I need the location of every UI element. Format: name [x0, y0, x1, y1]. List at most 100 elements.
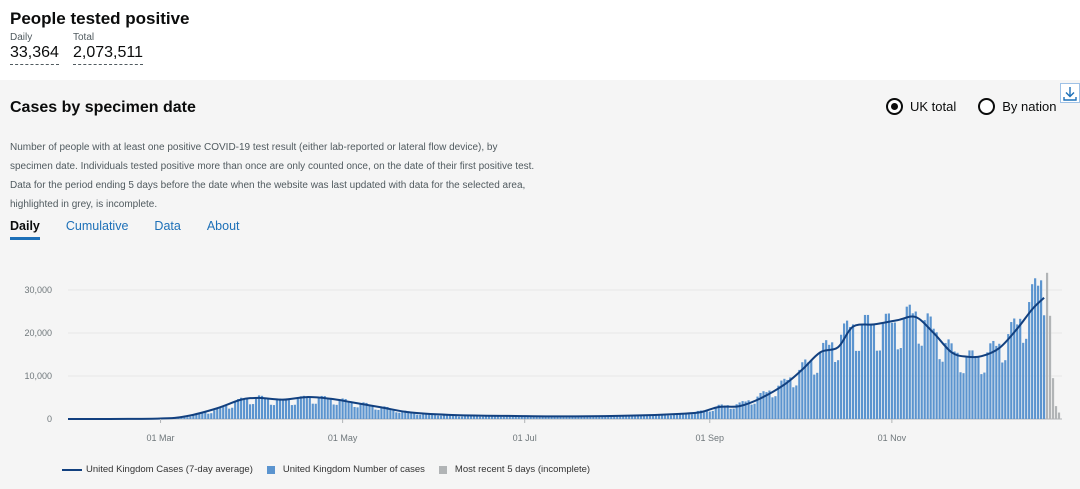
- daily-cases-bar: [338, 399, 341, 419]
- x-tick-label: 01 Mar: [147, 433, 175, 443]
- x-tick-label: 01 Jul: [513, 433, 537, 443]
- daily-cases-bar: [625, 416, 628, 419]
- bar-series: [69, 278, 1046, 419]
- daily-cases-bar: [553, 415, 556, 419]
- daily-cases-bar: [750, 404, 753, 419]
- daily-cases-bar: [362, 402, 365, 419]
- daily-cases-bar: [616, 415, 619, 419]
- tab-about[interactable]: About: [206, 219, 240, 233]
- daily-cases-bar: [278, 398, 282, 419]
- daily-cases-bar: [968, 350, 971, 419]
- incomplete-bar: [1045, 272, 1049, 419]
- radio-selected-icon[interactable]: [886, 98, 903, 115]
- y-tick-label: 30,000: [24, 285, 52, 295]
- daily-cases-bar: [726, 405, 729, 419]
- daily-cases-bar: [356, 407, 359, 419]
- tab-data[interactable]: Data: [154, 219, 181, 233]
- daily-cases-bar: [899, 348, 902, 419]
- daily-cases-bar: [801, 362, 804, 419]
- daily-cases-bar: [231, 407, 234, 419]
- daily-cases-bar: [851, 324, 855, 419]
- daily-cases-bar: [502, 416, 505, 419]
- daily-cases-bar: [956, 352, 959, 419]
- daily-cases-bar: [1013, 318, 1016, 419]
- daily-cases-bar: [666, 415, 670, 419]
- daily-cases-bar: [407, 411, 410, 419]
- daily-cases-bar: [186, 417, 189, 419]
- daily-cases-bar: [251, 404, 255, 419]
- daily-cases-bar: [547, 416, 550, 419]
- daily-cases-bar: [314, 403, 317, 419]
- daily-cases-bar: [577, 416, 580, 419]
- daily-cases-bar: [986, 352, 989, 419]
- daily-cases-bar: [696, 410, 699, 419]
- daily-cases-bar: [923, 320, 926, 419]
- x-tick-label: 01 Nov: [878, 433, 907, 443]
- daily-cases-bar: [183, 416, 186, 419]
- daily-cases-bar: [828, 344, 831, 419]
- daily-cases-bar: [962, 373, 965, 419]
- legend-label-incomplete: Most recent 5 days (incomplete): [454, 464, 591, 475]
- daily-value[interactable]: 33,364: [10, 44, 59, 65]
- radio-nation-label: By nation: [1002, 99, 1057, 114]
- daily-cases-bar: [305, 397, 308, 419]
- daily-cases-bar: [189, 416, 192, 419]
- daily-cases-bar: [1007, 334, 1010, 419]
- tab-daily[interactable]: Daily: [10, 219, 40, 240]
- radio-by-nation[interactable]: By nation: [978, 98, 1056, 115]
- daily-cases-bar: [451, 415, 455, 419]
- daily-label: Daily: [10, 32, 33, 43]
- daily-cases-bar: [431, 413, 434, 419]
- daily-cases-bar: [246, 398, 249, 419]
- daily-cases-bar: [269, 404, 273, 419]
- daily-cases-bar: [443, 414, 446, 419]
- daily-cases-bar: [398, 412, 401, 419]
- daily-cases-bar: [266, 398, 270, 419]
- daily-cases-bar: [780, 380, 783, 419]
- daily-cases-bar: [914, 311, 917, 419]
- daily-cases-bar: [672, 414, 676, 419]
- daily-cases-bar: [1040, 280, 1043, 419]
- daily-cases-bar: [860, 324, 864, 419]
- daily-cases-bar: [514, 415, 517, 419]
- daily-cases-bar: [287, 400, 290, 419]
- daily-cases-bar: [532, 415, 535, 419]
- daily-cases-bar: [296, 398, 299, 419]
- daily-cases-bar: [589, 416, 592, 419]
- daily-cases-bar: [466, 415, 470, 419]
- daily-cases-bar: [323, 396, 326, 419]
- daily-cases-bar: [771, 397, 774, 419]
- daily-cases-bar: [998, 343, 1001, 419]
- daily-cases-bar: [1001, 362, 1004, 419]
- daily-cases-bar: [884, 313, 887, 419]
- daily-cases-bar: [204, 412, 207, 419]
- headline-title: People tested positive: [10, 9, 190, 28]
- daily-cases-bar: [947, 339, 950, 419]
- daily-cases-bar: [699, 410, 702, 419]
- daily-cases-bar: [353, 406, 356, 419]
- daily-cases-bar: [377, 409, 380, 419]
- daily-cases-bar: [290, 405, 293, 419]
- daily-cases-bar: [678, 413, 682, 419]
- daily-cases-bar: [938, 359, 941, 419]
- daily-cases-bar: [260, 395, 264, 419]
- tab-cumulative[interactable]: Cumulative: [65, 219, 129, 233]
- download-icon[interactable]: [1060, 83, 1080, 103]
- daily-cases-bar: [556, 416, 559, 419]
- daily-cases-bar: [511, 415, 514, 419]
- total-value[interactable]: 2,073,511: [73, 44, 143, 65]
- x-tick-label: 01 Sep: [696, 433, 725, 443]
- daily-cases-bar: [541, 416, 544, 419]
- y-tick-label: 20,000: [24, 328, 52, 338]
- daily-cases-bar: [201, 412, 204, 419]
- daily-cases-bar: [657, 413, 661, 419]
- daily-cases-bar: [825, 340, 828, 419]
- daily-cases-bar: [866, 314, 870, 419]
- radio-uk-total[interactable]: UK total: [886, 98, 956, 115]
- daily-cases-bar: [732, 408, 735, 419]
- daily-cases-bar: [574, 416, 577, 419]
- daily-cases-bar: [335, 404, 338, 419]
- daily-cases-bar: [422, 413, 425, 419]
- radio-unselected-icon[interactable]: [978, 98, 996, 115]
